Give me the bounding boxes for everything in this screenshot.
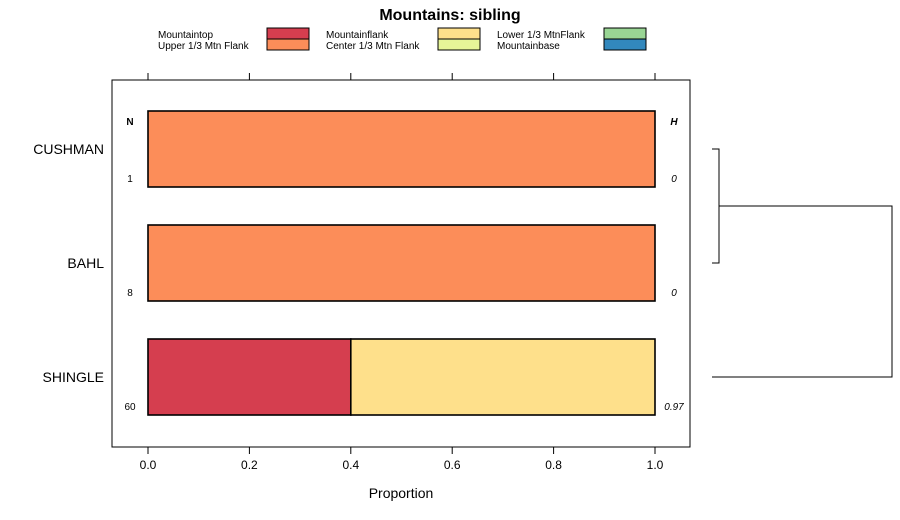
h-value: 0: [671, 174, 677, 185]
h-value: 0: [671, 288, 677, 299]
legend-label: Mountainflank: [326, 30, 389, 41]
bar-row: BAHL 8 0: [67, 224, 677, 302]
n-value: 1: [127, 174, 133, 185]
h-value: 0.97: [664, 402, 684, 413]
row-label: CUSHMAN: [33, 141, 104, 157]
x-tick-label: 1.0: [647, 458, 664, 472]
legend-swatch: [603, 27, 647, 40]
bar-segment: [349, 338, 656, 416]
legend-swatch: [266, 38, 310, 51]
row-label: SHINGLE: [43, 369, 104, 385]
n-value: 8: [127, 288, 133, 299]
bar-segment: [147, 110, 656, 188]
bar-row: CUSHMAN 1 0: [33, 110, 677, 188]
chart-title: Mountains: sibling: [379, 7, 520, 24]
row-label: BAHL: [67, 255, 104, 271]
x-tick-label: 0.8: [545, 458, 562, 472]
n-header: N: [126, 117, 133, 128]
legend-swatch: [437, 38, 481, 51]
bar-row: SHINGLE 60 0.97: [43, 338, 684, 416]
bar-segment: [147, 224, 656, 302]
h-header: H: [670, 117, 678, 128]
legend-label: Mountaintop: [158, 30, 213, 41]
legend-label: Center 1/3 Mtn Flank: [326, 41, 420, 52]
dendrogram-branch: [712, 148, 720, 264]
n-value: 60: [124, 402, 136, 413]
x-axis-top: [147, 73, 656, 80]
x-tick-label: 0.2: [241, 458, 258, 472]
legend-label: Upper 1/3 Mtn Flank: [158, 41, 250, 52]
plot-frame: [111, 79, 691, 448]
bar-segment: [147, 338, 352, 416]
x-axis-label: Proportion: [369, 485, 434, 501]
dendrogram: [712, 148, 893, 378]
x-tick-label: 0.6: [444, 458, 461, 472]
x-tick-label: 0.0: [140, 458, 157, 472]
dendrogram-branch: [712, 205, 893, 378]
legend: Mountaintop Mountainflank Lower 1/3 MtnFla…: [158, 27, 647, 52]
legend-label: Lower 1/3 MtnFlank: [497, 30, 586, 41]
legend-swatch: [266, 27, 310, 40]
x-tick-label: 0.4: [342, 458, 359, 472]
legend-swatch: [437, 27, 481, 40]
x-axis-bottom: 0.0 0.2 0.4 0.6 0.8 1.0: [140, 447, 664, 472]
legend-swatch: [603, 38, 647, 51]
bars: CUSHMAN 1 0 BAHL 8 0 SHINGLE 60 0.97: [33, 110, 684, 416]
legend-label: Mountainbase: [497, 41, 560, 52]
